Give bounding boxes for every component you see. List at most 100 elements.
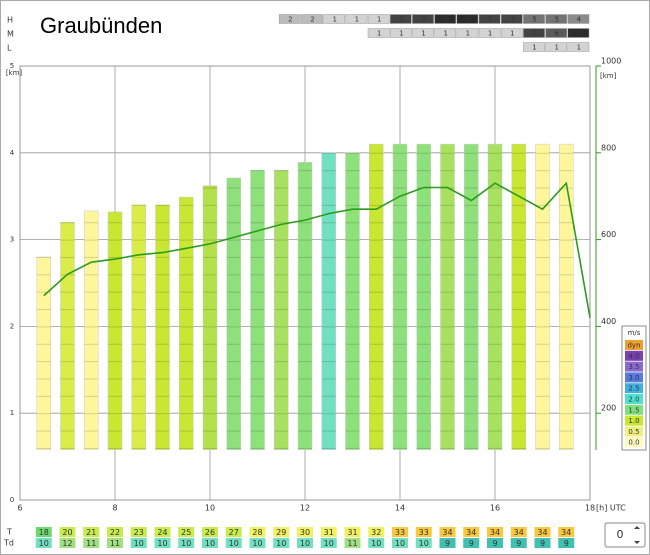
y-tick-label: 3 [10,236,14,244]
cloud-cell [567,42,590,52]
temperature-cell [344,538,361,548]
temperature-cell-label: 33 [395,528,405,537]
temperature-cell [178,527,195,537]
cloud-cell-label: 7 [421,16,425,24]
bar-cells [226,177,241,450]
temperature-cell-label: 10 [324,539,334,548]
temperature-cell-label: 27 [229,528,239,537]
temperature-cell [225,538,242,548]
temperature-cell-label: 11 [347,539,357,548]
temperature-cell [202,538,218,548]
temperature-cell-label: 34 [490,528,500,537]
legend-swatch [625,361,643,372]
spinner-value[interactable]: 0 [617,528,624,541]
cloud-cell-label: 7 [532,30,536,38]
cloud-cell-label: 8 [466,16,470,24]
temperature-cell [273,527,290,537]
cloud-cell [545,14,568,24]
temperature-row-label: Td [3,539,14,548]
temperature-cell [439,538,456,548]
cloud-cell [323,14,346,24]
x-axis-label: [h] UTC [596,504,626,513]
cloud-cell [389,14,412,24]
legend-label: dyn [627,342,640,350]
temperature-cell [392,527,408,537]
temperature-cell [534,538,551,548]
y-tick-label: 0 [10,496,14,504]
spinner[interactable] [604,522,646,548]
temperature-cell-label: 10 [252,539,262,548]
bar-cells [416,144,431,450]
temperature-cell-label: 9 [564,539,569,548]
temperature-cell [273,538,290,548]
temperature-cell [534,527,551,537]
cloud-cell [478,14,501,24]
cloud-cell-label: 1 [488,30,492,38]
cloud-cell-label: 1 [554,44,558,52]
y2-tick-label: 600 [601,230,616,239]
temperature-cell [558,538,575,548]
temperature-cell [107,538,123,548]
cloud-cell-label: 1 [466,30,470,38]
cloud-row-label: M [7,30,14,39]
temperature-cell-label: 23 [134,528,144,537]
cloud-cell-label: 2 [288,16,292,24]
cloud-cell [301,14,323,24]
temperature-cell [439,527,456,537]
cloud-cell-label: 1 [399,30,403,38]
temperature-cell [59,527,76,537]
x-tick-label: 12 [300,504,310,513]
cloud-row-label: H [7,16,13,25]
x-tick-label: 16 [490,504,500,513]
y-axis-label: [km] [6,69,23,77]
temperature-cell-label: 34 [561,528,571,537]
cloud-cell [545,42,568,52]
bar-cells [250,170,265,450]
bar-cells [274,170,289,450]
cloud-cell-label: 4 [577,16,582,24]
temperature-cell [249,527,266,537]
temperature-cell-label: 31 [324,528,334,537]
bar-cells [131,204,146,450]
temperature-cell-label: 10 [395,539,405,548]
y-tick-label: 4 [10,149,15,157]
bar-cells [369,144,384,450]
temperature-cell-label: 10 [39,539,49,548]
temperature-cell [154,527,171,537]
cloud-cell [478,28,501,38]
temperature-cell-label: 9 [469,539,474,548]
temperature-cell-label: 34 [514,528,524,537]
x-tick-label: 6 [17,504,22,513]
temperature-cell-label: 9 [540,539,545,548]
temperature-cell-label: 34 [466,528,476,537]
x-tick-label: 18 [585,504,595,513]
cloud-cell [523,42,545,52]
legend-title: m/s [628,329,641,337]
cloud-cell-label: 1 [377,30,381,38]
temperature-cell-label: 12 [62,539,72,548]
cloud-cell [500,28,523,38]
temperature-cell-label: 10 [205,539,215,548]
cloud-cell-label: 1 [577,44,581,52]
temperature-cell [558,527,575,537]
temperature-cell-label: 30 [300,528,310,537]
legend-label: 2.5 [628,385,639,393]
temperature-cell [249,538,266,548]
temperature-cell-label: 20 [62,528,72,537]
cloud-cell-label: 7 [510,16,514,24]
legend-swatch [625,415,643,426]
bar-cells [535,144,550,450]
temperature-cell [202,527,218,537]
bar-cells [179,197,194,450]
cloud-cell [367,14,390,24]
temperature-cell-label: 11 [86,539,96,548]
cloud-cell [500,14,523,24]
legend-swatch [625,350,643,361]
cloud-cell-label: 1 [421,30,425,38]
temperature-cell-label: 21 [86,528,96,537]
temperature-cell-label: 31 [347,528,357,537]
bar-cells [203,185,217,450]
y2-tick-label: 800 [601,143,616,152]
cloud-cell [456,28,479,38]
